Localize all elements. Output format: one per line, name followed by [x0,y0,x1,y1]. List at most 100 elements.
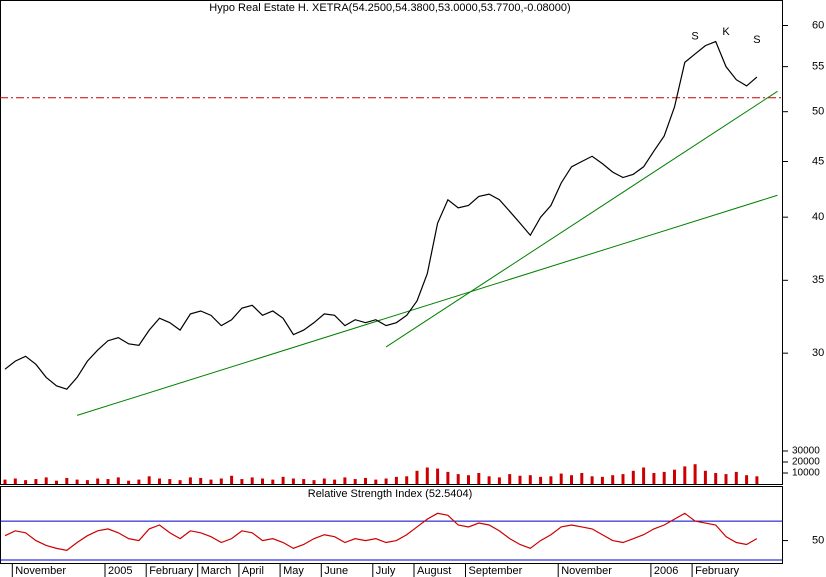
volume-bar [158,478,161,484]
volume-bar [394,476,398,484]
volume-bar [559,473,563,484]
annotation: S [691,31,698,43]
volume-bar [642,467,646,484]
trendline [76,194,778,416]
x-tick-label: February [695,565,740,577]
volume-bar [477,473,481,484]
volume-bar [137,479,141,484]
volume-bar [219,478,223,484]
x-tick-label: May [283,565,304,577]
volume-bar [271,479,275,484]
y-tick-label: 35 [812,274,824,286]
volume-bar [343,477,347,484]
volume-bar [384,478,388,484]
y-tick-label: 45 [812,155,824,167]
volume-bar [600,476,604,484]
x-tick-label: 2006 [654,565,678,577]
volume-bar [652,473,656,484]
volume-bar [724,474,728,484]
x-tick-label: August [417,565,451,577]
volume-bar [374,479,378,484]
volume-bar [755,476,759,484]
volume-bar [147,476,151,484]
chart-title: Hypo Real Estate H. XETRA(54.2500,54.380… [209,2,570,14]
volume-bar [230,475,234,484]
annotation: K [722,26,730,38]
volume-bar [703,470,707,484]
y-tick-label: 30000 [792,446,820,457]
x-tick-label: July [376,565,396,577]
volume-bar [3,479,7,484]
y-tick-label: 50 [812,534,824,546]
volume-bar [683,466,687,484]
volume-bar [96,478,100,484]
annotation: S [753,34,760,46]
volume-bar [281,476,285,484]
x-tick-label: 2005 [108,565,132,577]
volume-bar [65,477,69,484]
y-tick-label: 40 [812,211,824,223]
x-tick-label: March [201,565,232,577]
volume-bar [333,479,337,484]
x-tick-label: November [561,565,612,577]
volume-bar [168,479,172,484]
volume-bar [240,479,244,484]
y-tick-label: 30 [812,347,824,359]
volume-bar [446,471,450,484]
y-tick-label: 10000 [792,468,820,479]
volume-bar [322,478,326,484]
volume-bar [611,475,615,484]
volume-bar [13,478,17,484]
volume-bar [487,476,491,484]
x-tick-label: June [324,565,348,577]
volume-bar [312,480,316,484]
volume-bar [436,468,440,484]
volume-bar [621,474,625,484]
volume-bar [425,467,429,484]
x-tick-label: February [149,565,194,577]
volume-bar [116,477,120,484]
volume-bar [34,479,38,484]
volume-bar [261,478,264,484]
volume-bar [734,471,738,484]
volume-bar [291,478,295,484]
volume-bar [456,474,460,484]
y-tick-label: 55 [812,61,824,73]
x-tick-label: November [15,565,66,577]
y-tick-label: 20000 [792,457,820,468]
volume-bar [364,477,367,484]
volume-bar [55,480,58,484]
volume-bar [539,476,543,484]
trendline [385,90,778,348]
volume-bar [44,477,48,484]
y-tick-label: 50 [812,106,824,118]
volume-bar [415,470,419,484]
volume-bar [693,464,697,484]
volume-bar [631,470,635,484]
volume-bar [85,480,89,484]
volume-bar [497,477,501,484]
volume-bar [209,479,213,484]
y-tick-label: 60 [812,19,824,31]
volume-bar [405,476,409,484]
volume-bar [549,476,553,484]
volume-bar [673,469,676,484]
volume-bar [590,476,594,484]
x-tick-label: April [242,565,264,577]
volume-bar [467,475,470,484]
rsi-panel [0,486,783,564]
x-tick-label: September [469,565,523,577]
volume-bar [518,475,522,484]
rsi-line [4,512,758,551]
volume-bar [302,479,306,484]
volume-bar [199,477,203,484]
volume-bar [580,473,584,484]
volume-bar [508,474,512,484]
volume-bar [662,471,666,484]
volume-bar [714,473,718,484]
rsi-title: Relative Strength Index (52.5404) [308,488,473,500]
volume-bar [745,475,749,484]
volume-bar [178,480,182,484]
volume-bar [250,477,254,484]
